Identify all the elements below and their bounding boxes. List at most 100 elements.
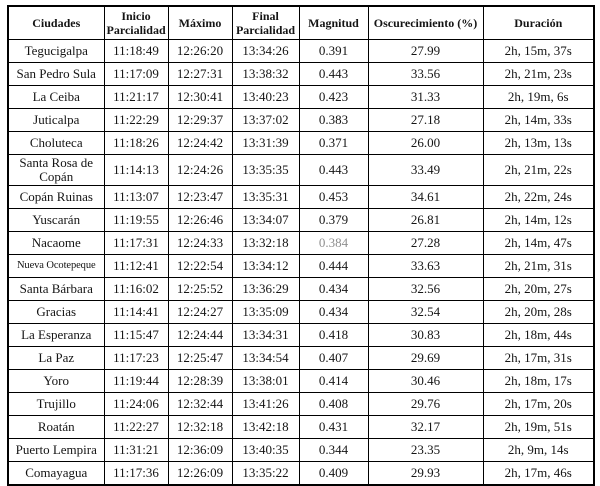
cell-magnitud: 0.407 [298, 346, 369, 370]
table-row: Roatán 11:22:27 12:32:18 13:42:18 0.431 32.17… [7, 415, 595, 439]
cell-maximo: 12:26:46 [167, 208, 233, 232]
cell-city: Santa Bárbara [7, 277, 105, 301]
cell-inicio-parcialidad: 11:16:02 [103, 277, 169, 301]
cell-final-parcialidad: 13:34:31 [231, 323, 300, 347]
cell-magnitud: 0.414 [298, 369, 369, 393]
table-row: Yuscarán 11:19:55 12:26:46 13:34:07 0.379 26.… [7, 208, 595, 232]
cell-final-parcialidad: 13:34:54 [231, 346, 300, 370]
cell-maximo: 12:24:44 [167, 323, 233, 347]
cell-magnitud: 0.423 [298, 85, 369, 109]
cell-city: Nacaome [7, 231, 105, 255]
cell-magnitud: 0.379 [298, 208, 369, 232]
table-row: San Pedro Sula 11:17:09 12:27:31 13:38:32 0.… [7, 62, 595, 86]
table-row: Puerto Lempira 11:31:21 12:36:09 13:40:35 0.… [7, 438, 595, 462]
cell-inicio-parcialidad: 11:14:41 [103, 300, 169, 324]
table-row: Gracias 11:14:41 12:24:27 13:35:09 0.434 32.5… [7, 300, 595, 324]
cell-final-parcialidad: 13:36:29 [231, 277, 300, 301]
cell-maximo: 12:24:33 [167, 231, 233, 255]
cell-maximo: 12:30:41 [167, 85, 233, 109]
cell-oscurecimiento-pct: 29.93 [367, 461, 484, 486]
cell-inicio-parcialidad: 11:18:49 [103, 39, 169, 63]
cell-city: Tegucigalpa [7, 39, 105, 63]
cell-maximo: 12:32:18 [167, 415, 233, 439]
cell-inicio-parcialidad: 11:13:07 [103, 185, 169, 209]
cell-oscurecimiento-pct: 33.49 [367, 154, 484, 186]
cell-duracion: 2h, 18m, 44s [482, 323, 595, 347]
cell-final-parcialidad: 13:35:22 [231, 461, 300, 486]
cell-oscurecimiento-pct: 27.28 [367, 231, 484, 255]
cell-maximo: 12:24:27 [167, 300, 233, 324]
cell-duracion: 2h, 21m, 22s [482, 154, 595, 186]
cell-city: Choluteca [7, 131, 105, 155]
cell-maximo: 12:28:39 [167, 369, 233, 393]
cell-final-parcialidad: 13:34:07 [231, 208, 300, 232]
cell-oscurecimiento-pct: 30.83 [367, 323, 484, 347]
table-row: Trujillo 11:24:06 12:32:44 13:41:26 0.408 29.… [7, 392, 595, 416]
cell-final-parcialidad: 13:38:32 [231, 62, 300, 86]
cell-inicio-parcialidad: 11:19:55 [103, 208, 169, 232]
cell-duracion: 2h, 18m, 17s [482, 369, 595, 393]
cell-final-parcialidad: 13:34:12 [231, 254, 300, 278]
cell-final-parcialidad: 13:32:18 [231, 231, 300, 255]
column-header-final-parcialidad: Final Parcialidad [231, 5, 300, 40]
cell-final-parcialidad: 13:35:09 [231, 300, 300, 324]
cell-maximo: 12:32:44 [167, 392, 233, 416]
cell-city: Roatán [7, 415, 105, 439]
cell-inicio-parcialidad: 11:17:23 [103, 346, 169, 370]
cell-city: Nueva Ocotepeque [7, 254, 105, 278]
cell-city: Trujillo [7, 392, 105, 416]
cell-oscurecimiento-pct: 32.56 [367, 277, 484, 301]
eclipse-data-table: Ciudades Inicio Parcialidad Máximo Final Pa… [7, 5, 595, 486]
cell-magnitud: 0.431 [298, 415, 369, 439]
cell-oscurecimiento-pct: 32.17 [367, 415, 484, 439]
table-row: Choluteca 11:18:26 12:24:42 13:31:39 0.371 26… [7, 131, 595, 155]
cell-duracion: 2h, 14m, 12s [482, 208, 595, 232]
table-row: Santa Rosa de Copán 11:14:13 12:24:26 13:35… [7, 154, 595, 186]
cell-duracion: 2h, 17m, 20s [482, 392, 595, 416]
cell-oscurecimiento-pct: 33.56 [367, 62, 484, 86]
cell-oscurecimiento-pct: 30.46 [367, 369, 484, 393]
cell-final-parcialidad: 13:35:35 [231, 154, 300, 186]
cell-city: Yuscarán [7, 208, 105, 232]
cell-oscurecimiento-pct: 26.81 [367, 208, 484, 232]
cell-inicio-parcialidad: 11:22:27 [103, 415, 169, 439]
cell-magnitud: 0.443 [298, 62, 369, 86]
cell-oscurecimiento-pct: 27.99 [367, 39, 484, 63]
cell-oscurecimiento-pct: 23.35 [367, 438, 484, 462]
cell-magnitud: 0.371 [298, 131, 369, 155]
cell-duracion: 2h, 20m, 27s [482, 277, 595, 301]
cell-maximo: 12:23:47 [167, 185, 233, 209]
cell-final-parcialidad: 13:38:01 [231, 369, 300, 393]
cell-inicio-parcialidad: 11:18:26 [103, 131, 169, 155]
cell-maximo: 12:24:26 [167, 154, 233, 186]
cell-city: San Pedro Sula [7, 62, 105, 86]
cell-oscurecimiento-pct: 26.00 [367, 131, 484, 155]
cell-duracion: 2h, 22m, 24s [482, 185, 595, 209]
cell-magnitud: 0.384 [298, 231, 369, 255]
cell-final-parcialidad: 13:34:26 [231, 39, 300, 63]
column-header-maximo: Máximo [167, 5, 233, 40]
cell-oscurecimiento-pct: 33.63 [367, 254, 484, 278]
cell-maximo: 12:25:47 [167, 346, 233, 370]
cell-oscurecimiento-pct: 29.69 [367, 346, 484, 370]
cell-duracion: 2h, 19m, 51s [482, 415, 595, 439]
table-row: Nacaome 11:17:31 12:24:33 13:32:18 0.384 27.2… [7, 231, 595, 255]
cell-magnitud: 0.408 [298, 392, 369, 416]
cell-magnitud: 0.443 [298, 154, 369, 186]
cell-city: Puerto Lempira [7, 438, 105, 462]
cell-oscurecimiento-pct: 32.54 [367, 300, 484, 324]
cell-maximo: 12:27:31 [167, 62, 233, 86]
table-row: Yoro 11:19:44 12:28:39 13:38:01 0.414 30.46 2h… [7, 369, 595, 393]
cell-duracion: 2h, 19m, 6s [482, 85, 595, 109]
cell-maximo: 12:26:20 [167, 39, 233, 63]
cell-magnitud: 0.344 [298, 438, 369, 462]
table-row: La Ceiba 11:21:17 12:30:41 13:40:23 0.423 31.… [7, 85, 595, 109]
cell-oscurecimiento-pct: 27.18 [367, 108, 484, 132]
cell-maximo: 12:22:54 [167, 254, 233, 278]
eclipse-data-table-container: Ciudades Inicio Parcialidad Máximo Final Pa… [7, 5, 595, 486]
cell-city: La Paz [7, 346, 105, 370]
cell-duracion: 2h, 15m, 37s [482, 39, 595, 63]
column-header-city: Ciudades [7, 5, 105, 40]
cell-duracion: 2h, 17m, 46s [482, 461, 595, 486]
cell-final-parcialidad: 13:35:31 [231, 185, 300, 209]
